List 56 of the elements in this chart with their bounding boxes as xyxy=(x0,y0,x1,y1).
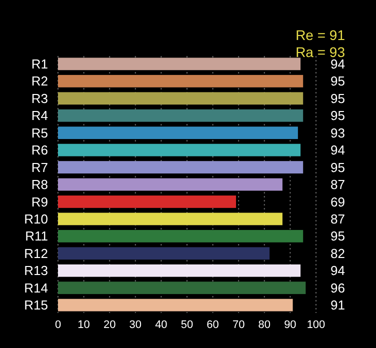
y-tick-label: R11 xyxy=(25,228,48,244)
x-tick-label: 20 xyxy=(103,319,116,331)
x-tick-label: 10 xyxy=(78,319,90,331)
bar xyxy=(58,161,304,174)
y-tick-label: R12 xyxy=(24,246,48,261)
data-label: 91 xyxy=(330,298,345,313)
y-tick-label: R14 xyxy=(24,280,48,296)
y-tick-label: R3 xyxy=(31,90,48,106)
bar xyxy=(58,109,304,122)
x-tick-label: 80 xyxy=(258,319,271,331)
bar xyxy=(58,126,298,140)
y-tick-label: R7 xyxy=(31,160,48,175)
x-tick-label: 90 xyxy=(284,319,296,331)
bar xyxy=(58,298,293,312)
bar xyxy=(58,196,236,208)
bar xyxy=(58,58,301,70)
x-tick-label: 100 xyxy=(306,319,326,331)
x-tick-label: 50 xyxy=(180,319,194,331)
y-tick-label: R5 xyxy=(31,125,48,140)
bar xyxy=(58,282,306,294)
data-label: 96 xyxy=(330,280,345,296)
x-tick-label: 0 xyxy=(54,319,62,331)
data-label: 95 xyxy=(330,74,345,89)
y-tick-label: R15 xyxy=(24,298,48,313)
y-tick-label: R6 xyxy=(31,142,48,158)
x-tick-label: 70 xyxy=(232,319,245,331)
x-tick-label: 40 xyxy=(155,319,168,331)
bar xyxy=(58,230,304,242)
data-label: 69 xyxy=(330,194,345,210)
bar xyxy=(58,74,304,88)
data-label: 94 xyxy=(330,142,345,158)
text: Re = 91 xyxy=(296,27,346,43)
bar xyxy=(58,144,301,156)
data-label: 95 xyxy=(330,108,345,124)
bar xyxy=(58,247,270,260)
y-tick-label: R1 xyxy=(31,56,48,72)
data-label: 87 xyxy=(330,212,345,226)
bar xyxy=(58,264,301,277)
bar xyxy=(58,92,304,105)
data-label: 95 xyxy=(330,160,345,175)
bar xyxy=(58,178,282,191)
y-tick-label: R8 xyxy=(31,177,48,192)
data-label: 82 xyxy=(330,246,345,261)
data-label: 87 xyxy=(330,177,345,192)
bar xyxy=(58,212,282,226)
y-tick-label: R13 xyxy=(24,263,48,278)
y-tick-label: R4 xyxy=(31,108,48,124)
data-label: 94 xyxy=(330,263,345,278)
y-tick-label: R9 xyxy=(31,194,48,210)
x-tick-label: 30 xyxy=(129,319,142,331)
data-label: 93 xyxy=(330,125,345,140)
y-tick-label: R2 xyxy=(31,74,48,89)
y-tick-label: R10 xyxy=(24,212,48,226)
x-tick-label: 60 xyxy=(206,319,219,331)
data-label: 95 xyxy=(330,228,345,244)
data-label: 95 xyxy=(330,90,345,106)
